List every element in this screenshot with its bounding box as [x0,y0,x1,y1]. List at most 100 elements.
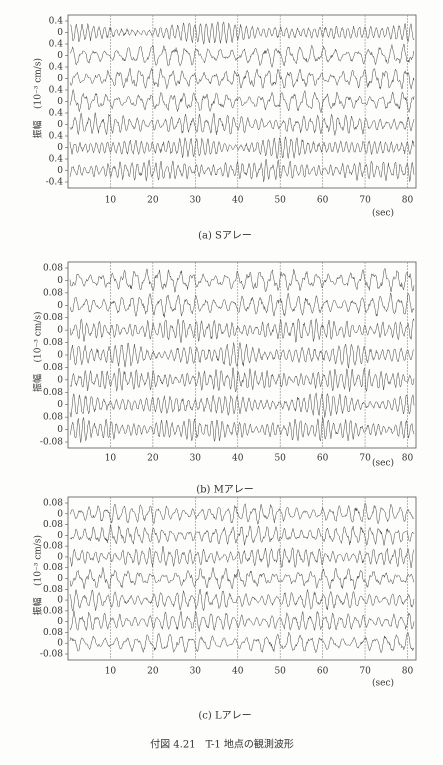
y-tick-label: 0 [57,143,63,153]
x-tick-label: 40 [232,454,244,464]
x-tick-label: 70 [359,196,371,206]
waveform [69,567,415,590]
waveform [69,67,415,90]
y-tick-label: 0.08 [43,520,63,530]
y-axis-label: 振幅 (10⁻³ cm/s) [32,58,44,138]
y-tick-label: 0 [57,596,63,606]
y-tick-label: 0 [57,351,63,361]
y-axis-unit: (10⁻³ cm/s) [33,535,44,586]
x-tick-label: 20 [147,454,159,464]
waveform [69,366,415,393]
x-unit: (sec) [372,678,394,689]
y-tick-label: 0 [57,531,63,541]
x-tick-label: 50 [274,667,286,677]
y-tick-label: 0.08 [43,499,63,509]
x-tick-label: 30 [190,454,202,464]
waveform [69,341,415,369]
y-tick-label: 0.4 [49,63,64,73]
figure-caption: 付図 4.21 T-1 地点の観測波形 [150,738,294,751]
x-tick-label: 30 [190,667,202,677]
waveform [69,292,415,318]
x-tick-label: 20 [147,196,159,206]
y-tick-label: 0 [57,51,63,61]
y-tick-label: 0.08 [43,606,63,616]
x-tick-label: 80 [402,667,414,677]
y-axis-label-text: 振幅 [32,374,44,392]
waveform [69,267,415,293]
x-tick-label: 10 [105,667,117,677]
y-tick-label: 0 [57,617,63,627]
waveform [69,111,415,136]
waveform [69,545,415,569]
waveform [69,20,415,45]
waveform [69,503,415,525]
waveform [69,318,415,343]
y-tick-label: -0.08 [40,438,63,448]
waveform [69,524,415,547]
y-axis-label: 振幅 (10⁻³ cm/s) [32,312,44,392]
x-tick-label: 20 [147,667,159,677]
x-tick-label: 60 [317,454,329,464]
y-tick-label: 0 [57,97,63,107]
x-tick-label: 60 [317,196,329,206]
y-tick-label: 0.08 [43,413,63,423]
x-tick-label: 60 [317,667,329,677]
waveform [69,43,415,68]
y-tick-label: 0.08 [43,288,63,298]
waveform [69,416,415,443]
y-tick-label: 0 [57,326,63,336]
y-tick-label: 0 [57,74,63,84]
y-tick-label: 0.4 [49,155,64,165]
y-tick-label: 0 [57,276,63,286]
panel-caption: (b) Mアレー [196,485,254,496]
x-unit: (sec) [372,208,394,219]
y-tick-label: 0.4 [49,132,64,142]
y-tick-label: 0 [57,425,63,435]
y-tick-label: 0.08 [43,388,63,398]
y-axis-label-text: 振幅 [32,597,44,615]
y-tick-label: 0.4 [49,86,64,96]
y-tick-label: 0 [57,120,63,130]
x-tick-label: 40 [232,667,244,677]
panel-caption: (a) Sアレー [198,231,252,242]
y-tick-label: 0.08 [43,628,63,638]
y-tick-label: 0.08 [43,542,63,552]
y-tick-label: 0.08 [43,563,63,573]
y-tick-label: 0 [57,639,63,649]
x-tick-label: 30 [190,196,202,206]
y-tick-label: 0 [57,166,63,176]
y-tick-label: 0.4 [49,109,64,119]
x-tick-label: 50 [274,196,286,206]
y-tick-label: 0.08 [43,363,63,373]
x-tick-label: 10 [105,196,117,206]
y-tick-label: 0 [57,301,63,311]
y-tick-label: 0 [57,509,63,519]
x-tick-label: 80 [402,454,414,464]
waveform [69,89,415,113]
waveform [69,136,415,160]
waveform [69,392,415,418]
y-tick-label: 0 [57,400,63,410]
y-tick-label: 0.08 [43,264,63,274]
y-tick-label: 0 [57,375,63,385]
y-tick-label: -0.08 [40,650,63,660]
y-tick-label: 0.4 [49,17,64,27]
panel-caption: (c) Lアレー [198,711,251,722]
y-axis-label-text: 振幅 [32,120,44,138]
x-tick-label: 70 [359,454,371,464]
waveform [69,631,415,654]
y-tick-label: -0.4 [46,178,64,188]
y-tick-label: 0.4 [49,40,64,50]
x-tick-label: 10 [105,454,117,464]
y-tick-label: 0.08 [43,313,63,323]
y-axis-unit: (10⁻³ cm/s) [33,58,44,109]
waveform [69,159,415,182]
waveform [69,610,415,632]
x-tick-label: 80 [402,196,414,206]
x-unit: (sec) [372,458,394,469]
x-tick-label: 50 [274,454,286,464]
y-axis-unit: (10⁻³ cm/s) [33,312,44,363]
y-tick-label: 0.08 [43,585,63,595]
